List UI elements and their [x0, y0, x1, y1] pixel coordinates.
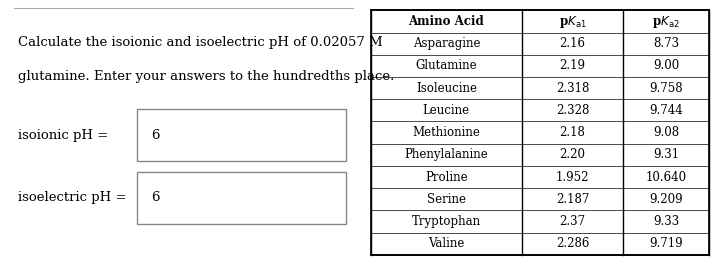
- Text: 2.286: 2.286: [556, 237, 589, 250]
- Text: Proline: Proline: [425, 171, 468, 184]
- FancyBboxPatch shape: [137, 109, 346, 161]
- Text: Tryptophan: Tryptophan: [412, 215, 481, 228]
- Text: 8.73: 8.73: [653, 37, 679, 50]
- Text: 2.318: 2.318: [556, 82, 589, 95]
- Text: 2.328: 2.328: [556, 104, 589, 117]
- Text: Amino Acid: Amino Acid: [408, 15, 485, 28]
- Text: 2.19: 2.19: [559, 60, 585, 73]
- Text: 6: 6: [151, 191, 160, 204]
- Text: 2.18: 2.18: [559, 126, 585, 139]
- Text: 10.640: 10.640: [645, 171, 687, 184]
- Text: Phenylalanine: Phenylalanine: [405, 148, 488, 161]
- Text: 9.31: 9.31: [653, 148, 679, 161]
- Text: 9.00: 9.00: [653, 60, 679, 73]
- Text: p$\mathit{K}$$_\mathrm{a1}$: p$\mathit{K}$$_\mathrm{a1}$: [559, 14, 586, 29]
- Text: Valine: Valine: [428, 237, 464, 250]
- Text: Glutamine: Glutamine: [415, 60, 477, 73]
- Text: Calculate the isoionic and isoelectric pH of 0.02057 M: Calculate the isoionic and isoelectric p…: [18, 36, 383, 49]
- Text: 9.33: 9.33: [653, 215, 679, 228]
- Text: 1.952: 1.952: [556, 171, 589, 184]
- Text: p$\mathit{K}$$_\mathrm{a2}$: p$\mathit{K}$$_\mathrm{a2}$: [652, 14, 680, 29]
- Text: 9.209: 9.209: [649, 193, 683, 206]
- Text: glutamine. Enter your answers to the hundredths place.: glutamine. Enter your answers to the hun…: [18, 70, 395, 83]
- Text: Asparagine: Asparagine: [413, 37, 480, 50]
- Text: isoionic pH =: isoionic pH =: [18, 129, 108, 142]
- Text: Leucine: Leucine: [423, 104, 470, 117]
- Text: isoelectric pH =: isoelectric pH =: [18, 191, 127, 204]
- Text: 9.758: 9.758: [649, 82, 683, 95]
- Text: Isoleucine: Isoleucine: [416, 82, 477, 95]
- Text: 6: 6: [151, 129, 160, 142]
- FancyBboxPatch shape: [137, 172, 346, 224]
- Text: 2.37: 2.37: [559, 215, 585, 228]
- Text: 2.187: 2.187: [556, 193, 589, 206]
- Text: 2.16: 2.16: [559, 37, 585, 50]
- Text: 9.08: 9.08: [653, 126, 679, 139]
- Text: 9.744: 9.744: [649, 104, 683, 117]
- Text: Methionine: Methionine: [413, 126, 480, 139]
- Text: 9.719: 9.719: [649, 237, 683, 250]
- Text: 2.20: 2.20: [559, 148, 585, 161]
- Text: Serine: Serine: [427, 193, 466, 206]
